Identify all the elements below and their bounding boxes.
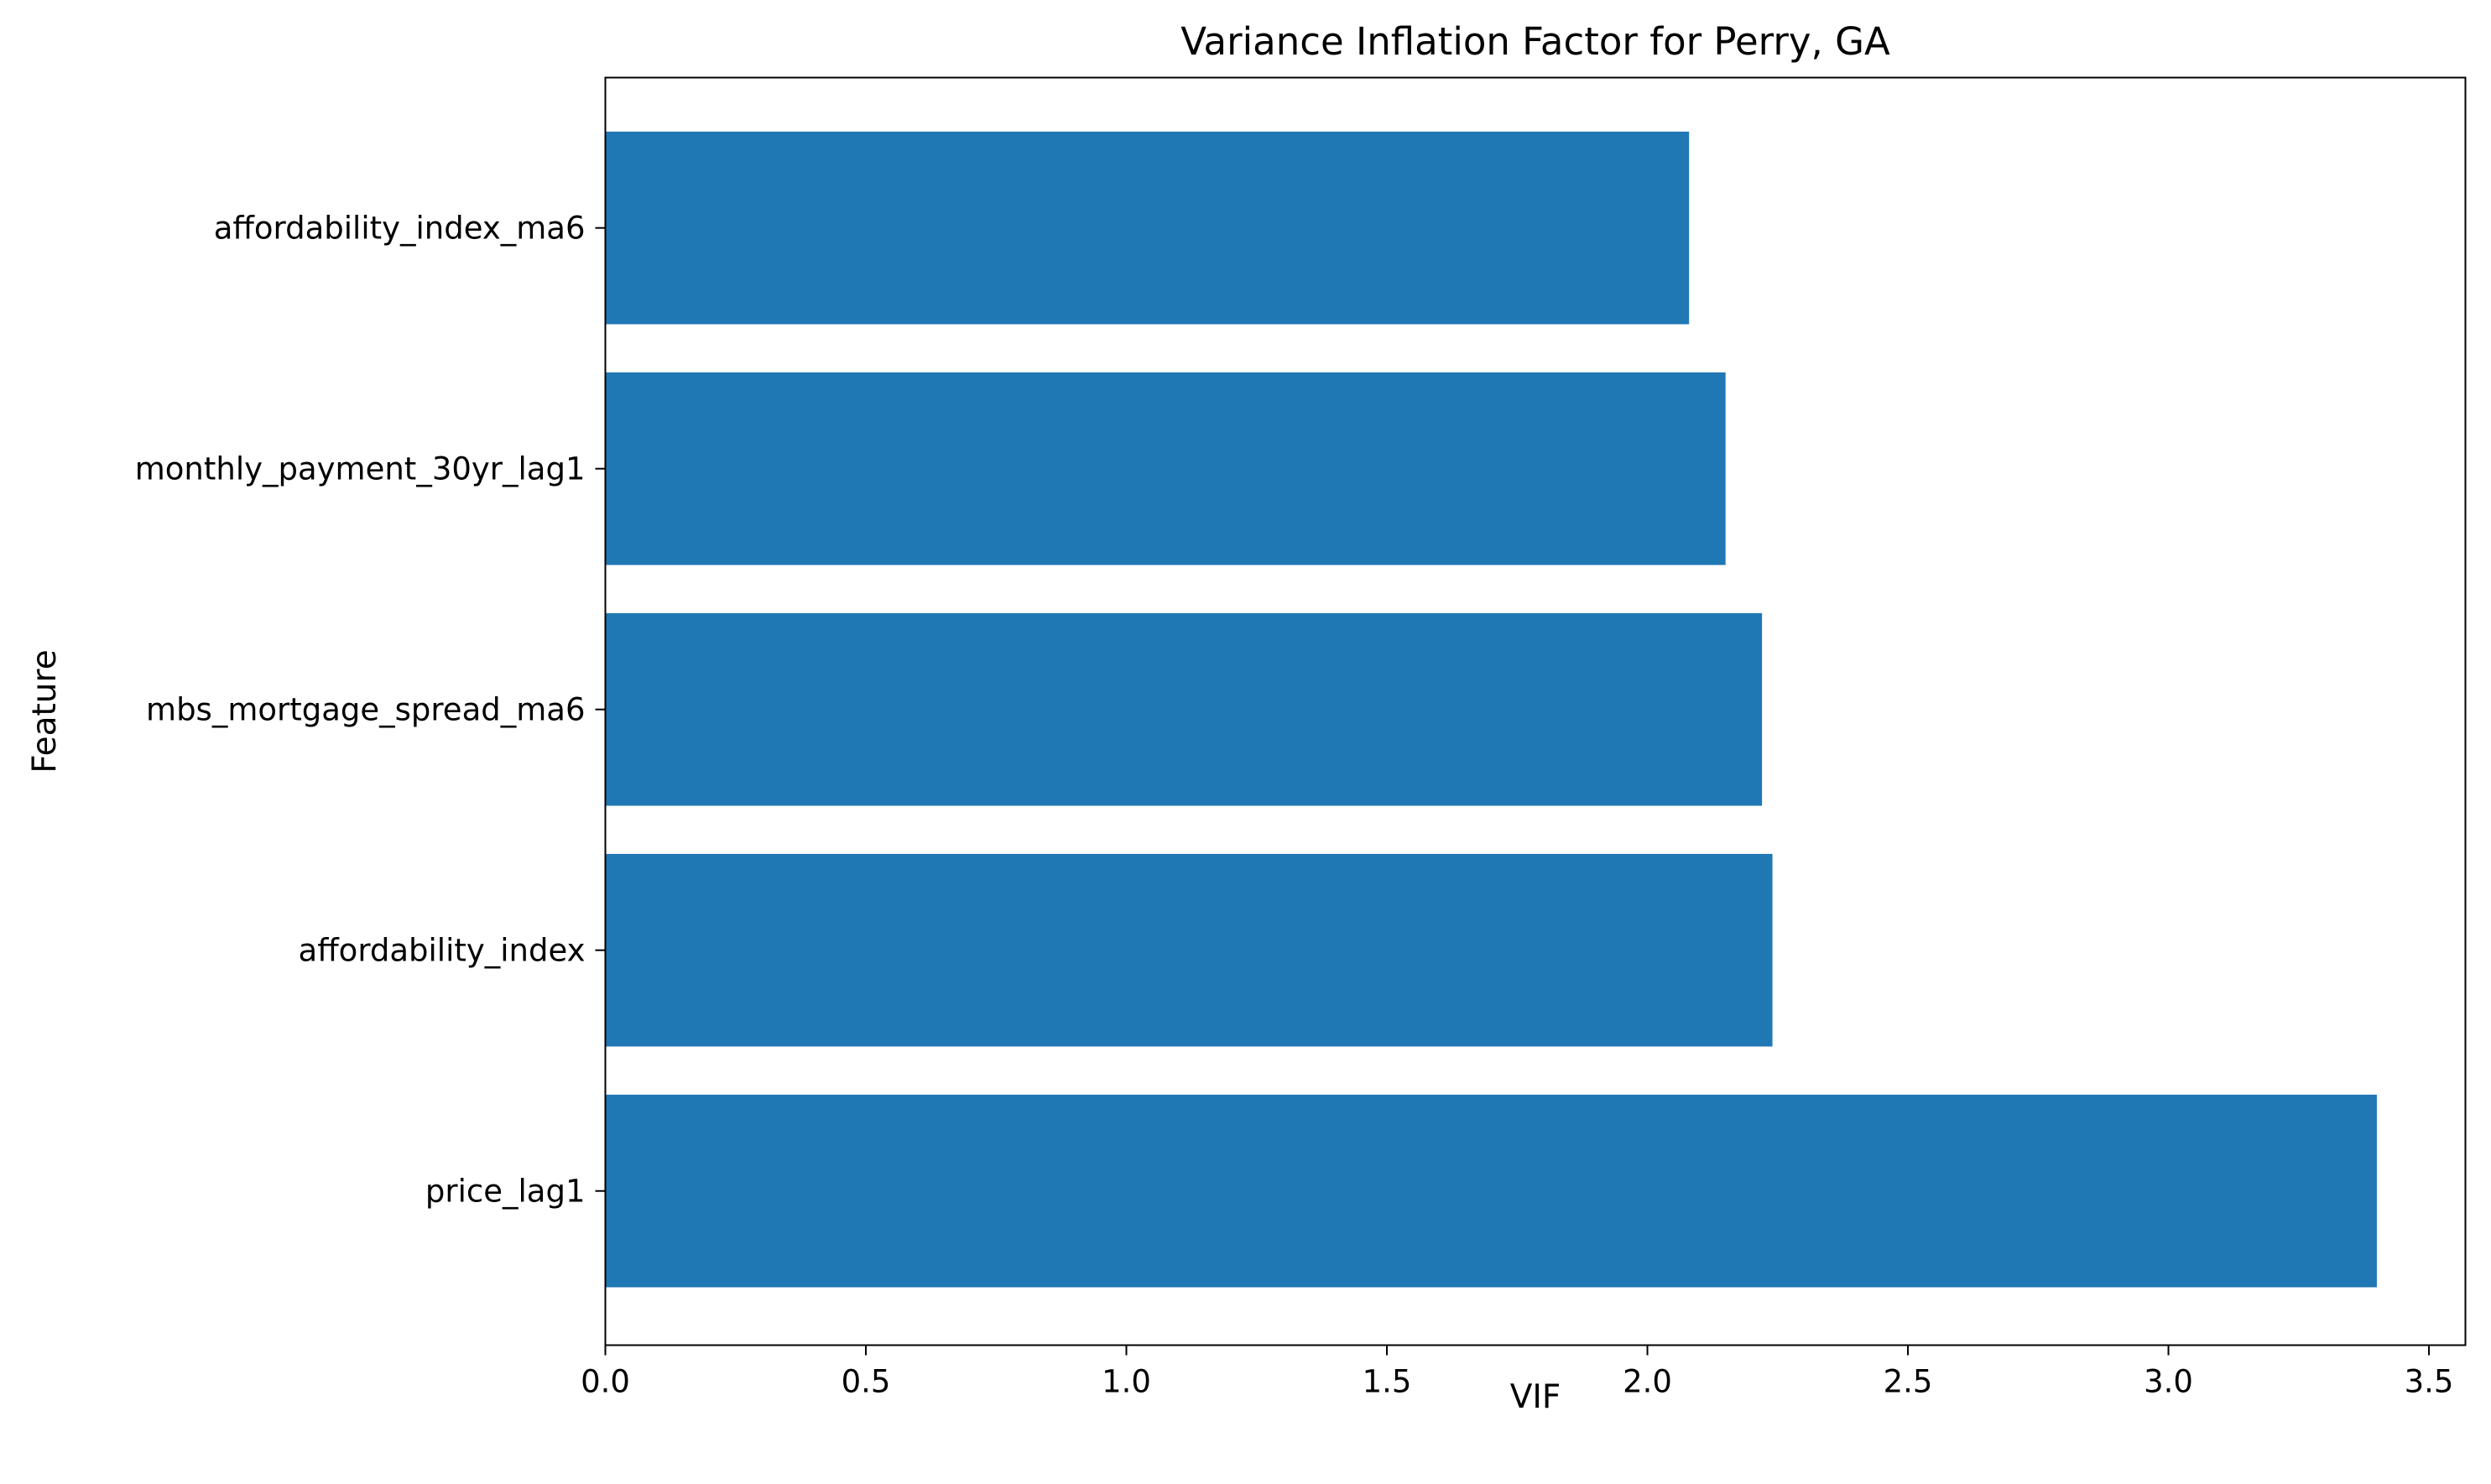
bar-mbs-mortgage-spread-ma6	[605, 612, 1763, 806]
x-tick-label: 1.5	[1363, 1364, 1412, 1400]
y-axis-label: Feature	[26, 649, 64, 773]
bar-monthly-payment-30yr-lag1	[605, 372, 1726, 565]
y-tick-label: price_lag1	[425, 1174, 586, 1210]
x-axis-label: VIF	[1510, 1378, 1561, 1416]
y-tick-label: affordability_index	[299, 933, 586, 969]
x-tick-label: 2.5	[1884, 1364, 1933, 1400]
bar-affordability-index-ma6	[605, 131, 1690, 325]
y-tick-label: affordability_index_ma6	[214, 211, 586, 247]
x-axis-ticks: 0.0 0.5 1.0 1.5 2.0 2.5 3.0 3.5	[581, 1345, 2454, 1400]
x-tick-label: 1.0	[1102, 1364, 1151, 1400]
x-tick-label: 0.5	[842, 1364, 891, 1400]
x-tick-label: 0.0	[581, 1364, 630, 1400]
x-tick-label: 2.0	[1623, 1364, 1672, 1400]
bars-group	[605, 131, 2377, 1288]
y-tick-label: mbs_mortgage_spread_ma6	[146, 692, 585, 728]
x-tick-label: 3.5	[2405, 1364, 2454, 1400]
bar-price-lag1	[605, 1094, 2377, 1288]
y-tick-label: monthly_payment_30yr_lag1	[135, 451, 586, 487]
x-tick-label: 3.0	[2144, 1364, 2193, 1400]
bar-affordability-index	[605, 853, 1773, 1047]
plot-frame	[604, 76, 2467, 1346]
chart-title: Variance Inflation Factor for Perry, GA	[1180, 19, 1890, 64]
y-axis-ticks: price_lag1 affordability_index mbs_mortgag…	[135, 211, 606, 1210]
